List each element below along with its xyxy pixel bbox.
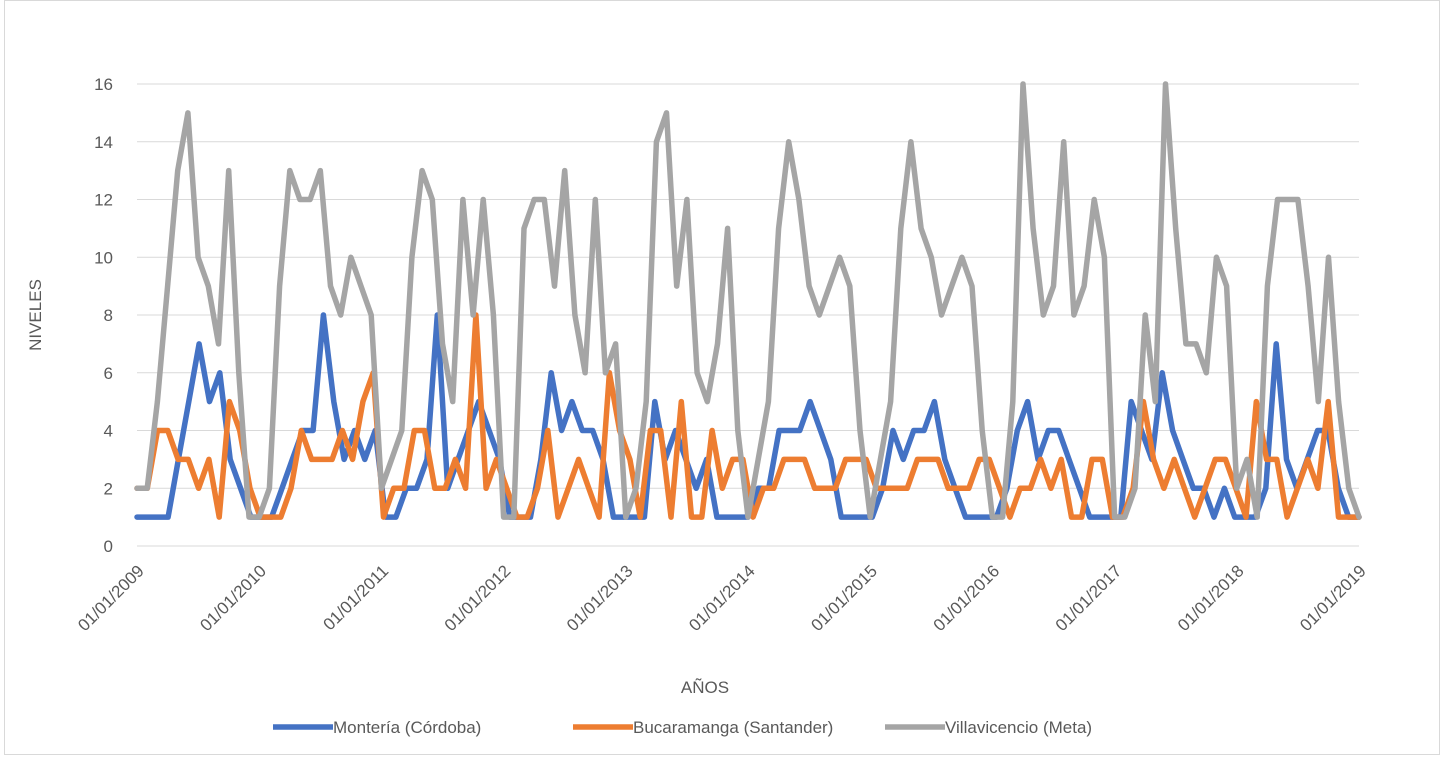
x-tick-label: 01/01/2015 <box>807 561 881 635</box>
legend: Montería (Córdoba) Bucaramanga (Santander… <box>273 718 1092 737</box>
y-axis-title: NIVELES <box>26 279 45 351</box>
series-lines <box>134 81 1362 520</box>
legend-label: Bucaramanga (Santander) <box>633 718 833 737</box>
y-tick-label: 12 <box>94 191 113 210</box>
legend-label: Montería (Córdoba) <box>333 718 481 737</box>
x-tick-label: 01/01/2018 <box>1174 561 1248 635</box>
series-line-2 <box>134 81 1362 520</box>
x-tick-label: 01/01/2019 <box>1296 561 1370 635</box>
y-tick-label: 8 <box>104 306 113 325</box>
x-axis-title: AÑOS <box>681 678 729 697</box>
y-tick-label: 2 <box>104 479 113 498</box>
x-tick-label: 01/01/2010 <box>196 561 270 635</box>
y-tick-label: 0 <box>104 537 113 556</box>
y-tick-label: 10 <box>94 248 113 267</box>
y-axis-ticks: 0 2 4 6 8 10 12 14 16 <box>94 75 113 556</box>
series-line-1 <box>134 312 1362 520</box>
x-tick-label: 01/01/2011 <box>320 561 393 634</box>
x-tick-label: 01/01/2009 <box>74 561 148 635</box>
x-tick-label: 01/01/2014 <box>685 561 759 635</box>
y-tick-label: 4 <box>104 422 113 441</box>
x-axis-ticks: 01/01/2009 01/01/2010 01/01/2011 01/01/2012… <box>74 561 1370 635</box>
y-tick-label: 14 <box>94 133 113 152</box>
x-tick-label: 01/01/2016 <box>930 561 1004 635</box>
x-tick-label: 01/01/2013 <box>563 561 637 635</box>
y-tick-label: 16 <box>94 75 113 94</box>
x-tick-label: 01/01/2017 <box>1052 561 1126 635</box>
x-tick-label: 01/01/2012 <box>441 561 515 635</box>
legend-label: Villavicencio (Meta) <box>945 718 1092 737</box>
y-tick-label: 6 <box>104 364 113 383</box>
chart-frame: 0 2 4 6 8 10 12 14 16 01/01/2009 01/01/2010 01/01/… <box>4 0 1440 755</box>
